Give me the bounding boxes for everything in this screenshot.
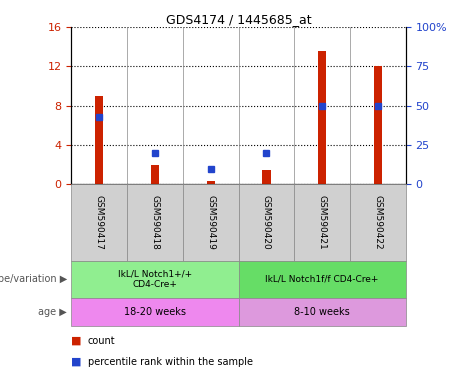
Text: GSM590418: GSM590418 (150, 195, 160, 250)
Bar (262, 170, 271, 184)
Bar (318, 51, 326, 184)
Text: GSM590420: GSM590420 (262, 195, 271, 250)
Text: 18-20 weeks: 18-20 weeks (124, 307, 186, 317)
Bar (151, 165, 159, 184)
Text: age ▶: age ▶ (38, 307, 67, 317)
Text: ■: ■ (71, 336, 82, 346)
Text: GSM590422: GSM590422 (373, 195, 382, 250)
Text: IkL/L Notch1f/f CD4-Cre+: IkL/L Notch1f/f CD4-Cre+ (266, 275, 379, 284)
Text: ■: ■ (71, 357, 82, 367)
Bar (95, 96, 103, 184)
Title: GDS4174 / 1445685_at: GDS4174 / 1445685_at (166, 13, 311, 26)
Text: IkL/L Notch1+/+
CD4-Cre+: IkL/L Notch1+/+ CD4-Cre+ (118, 270, 192, 289)
Text: percentile rank within the sample: percentile rank within the sample (88, 357, 253, 367)
Bar (207, 181, 215, 184)
Text: count: count (88, 336, 115, 346)
Bar (374, 66, 382, 184)
Text: GSM590421: GSM590421 (318, 195, 327, 250)
Text: GSM590417: GSM590417 (95, 195, 104, 250)
Text: GSM590419: GSM590419 (206, 195, 215, 250)
Text: 8-10 weeks: 8-10 weeks (294, 307, 350, 317)
Text: genotype/variation ▶: genotype/variation ▶ (0, 274, 67, 285)
